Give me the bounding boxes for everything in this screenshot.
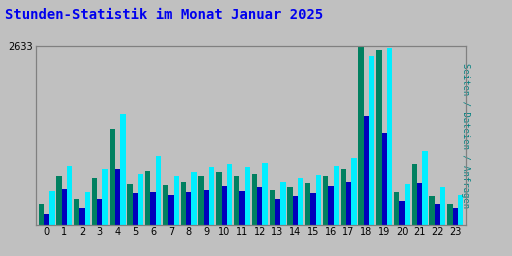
Bar: [181, 182, 186, 225]
Bar: [430, 196, 435, 225]
Bar: [346, 182, 351, 225]
Bar: [458, 195, 463, 225]
Bar: [358, 46, 364, 225]
Bar: [316, 175, 321, 225]
Bar: [323, 176, 328, 225]
Bar: [453, 208, 458, 225]
Bar: [340, 169, 346, 225]
Bar: [151, 192, 156, 225]
Bar: [110, 129, 115, 225]
Bar: [333, 166, 339, 225]
Bar: [376, 50, 381, 225]
Bar: [275, 199, 280, 225]
Bar: [127, 184, 133, 225]
Bar: [56, 176, 61, 225]
Bar: [97, 199, 102, 225]
Bar: [245, 167, 250, 225]
Bar: [163, 185, 168, 225]
Bar: [84, 192, 90, 225]
Bar: [381, 133, 387, 225]
Bar: [387, 48, 392, 225]
Bar: [440, 187, 445, 225]
Bar: [102, 169, 108, 225]
Bar: [310, 193, 316, 225]
Bar: [74, 199, 79, 225]
Bar: [293, 196, 298, 225]
Bar: [120, 114, 125, 225]
Bar: [138, 174, 143, 225]
Bar: [204, 190, 209, 225]
Bar: [435, 204, 440, 225]
Bar: [305, 183, 310, 225]
Bar: [351, 158, 357, 225]
Bar: [174, 176, 179, 225]
Bar: [422, 151, 428, 225]
Bar: [216, 172, 222, 225]
Bar: [44, 214, 49, 225]
Bar: [280, 182, 286, 225]
Bar: [298, 178, 303, 225]
Bar: [38, 204, 44, 225]
Bar: [79, 208, 84, 225]
Bar: [67, 166, 72, 225]
Bar: [199, 176, 204, 225]
Bar: [133, 193, 138, 225]
Bar: [447, 204, 453, 225]
Bar: [399, 201, 404, 225]
Bar: [186, 192, 191, 225]
Bar: [404, 184, 410, 225]
Bar: [287, 187, 293, 225]
Bar: [234, 176, 239, 225]
Bar: [239, 190, 245, 225]
Bar: [61, 189, 67, 225]
Bar: [92, 178, 97, 225]
Bar: [364, 116, 369, 225]
Bar: [227, 164, 232, 225]
Bar: [257, 187, 263, 225]
Text: Stunden-Statistik im Monat Januar 2025: Stunden-Statistik im Monat Januar 2025: [5, 8, 324, 22]
Bar: [156, 156, 161, 225]
Bar: [417, 183, 422, 225]
Bar: [191, 172, 197, 225]
Bar: [328, 186, 333, 225]
Bar: [269, 190, 275, 225]
Bar: [263, 163, 268, 225]
Y-axis label: Seiten / Dateien / Anfragen: Seiten / Dateien / Anfragen: [461, 63, 470, 208]
Bar: [168, 195, 174, 225]
Bar: [145, 171, 151, 225]
Bar: [115, 169, 120, 225]
Bar: [394, 192, 399, 225]
Bar: [412, 164, 417, 225]
Bar: [49, 191, 54, 225]
Bar: [252, 174, 257, 225]
Bar: [209, 167, 215, 225]
Bar: [369, 56, 374, 225]
Bar: [222, 186, 227, 225]
